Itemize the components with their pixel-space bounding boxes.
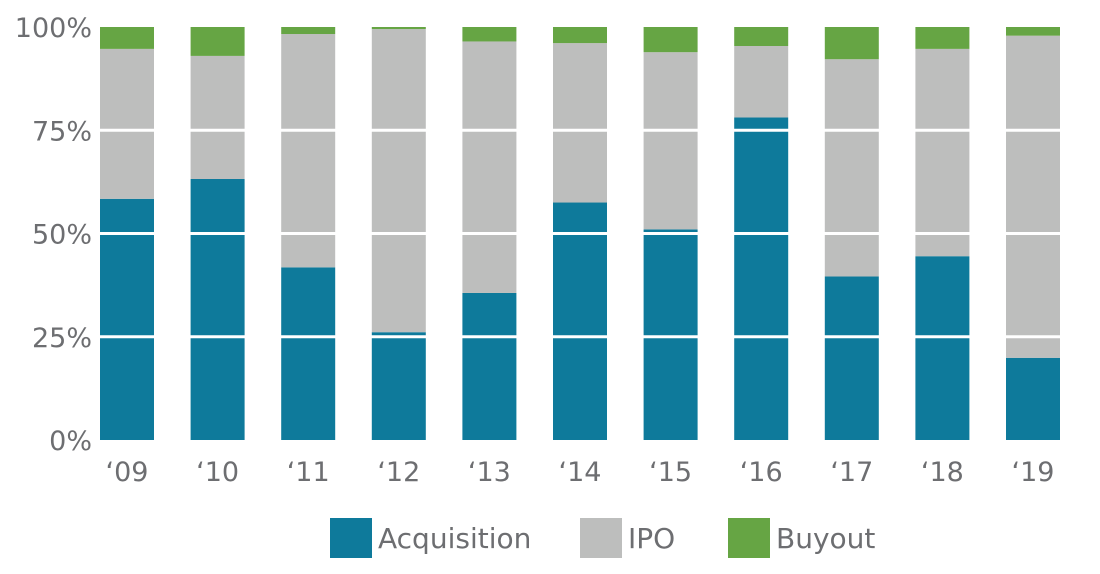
- gridlines-layer: [96, 128, 1060, 339]
- bar-segment-ipo-10: [1006, 35, 1060, 358]
- bar-segment-buyout-4: [462, 27, 517, 42]
- x-tick-label: ‘18: [921, 457, 964, 488]
- bar-segment-acquisition-3: [371, 332, 426, 440]
- legend-label-ipo: IPO: [628, 522, 675, 555]
- x-tick-label: ‘15: [649, 457, 692, 488]
- bar-segment-buyout-7: [734, 27, 789, 46]
- bar-segment-buyout-3: [371, 27, 426, 30]
- bar-segment-acquisition-7: [734, 117, 789, 441]
- bar-segment-buyout-9: [915, 27, 970, 49]
- bar-segment-ipo-1: [190, 55, 245, 179]
- bar-segment-buyout-8: [824, 27, 879, 60]
- bar-segment-ipo-2: [281, 34, 336, 268]
- bar-segment-buyout-10: [1006, 27, 1060, 36]
- x-tick-label: ‘11: [287, 457, 330, 488]
- bar-segment-acquisition-6: [643, 229, 698, 440]
- x-tick-label: ‘13: [468, 457, 511, 488]
- y-tick-label: 25%: [32, 323, 92, 354]
- bar-segment-ipo-4: [462, 41, 517, 293]
- y-tick-label: 100%: [15, 13, 92, 44]
- bar-segment-buyout-1: [190, 27, 245, 56]
- y-tick-label: 50%: [32, 220, 92, 251]
- bar-segment-acquisition-4: [462, 292, 517, 440]
- legend-swatch-acquisition: [330, 518, 372, 558]
- legend-label-buyout: Buyout: [776, 522, 875, 555]
- bar-segment-ipo-0: [100, 48, 154, 199]
- x-tick-label: ‘19: [1012, 457, 1055, 488]
- bar-segment-acquisition-0: [100, 198, 154, 440]
- bar-segment-acquisition-9: [915, 256, 970, 440]
- legend-swatch-buyout: [728, 518, 770, 558]
- bar-segment-acquisition-2: [281, 267, 336, 440]
- y-axis-ticks: 0% 25% 50% 75% 100%: [15, 13, 92, 457]
- y-tick-label: 75%: [32, 116, 92, 147]
- bar-segment-ipo-9: [915, 48, 970, 257]
- legend: Acquisition IPO Buyout: [330, 518, 875, 558]
- x-tick-label: ‘17: [830, 457, 873, 488]
- bars-layer: [100, 27, 1060, 441]
- x-tick-label: ‘10: [196, 457, 239, 488]
- bar-segment-ipo-6: [643, 52, 698, 230]
- bar-segment-ipo-3: [371, 29, 426, 333]
- x-axis-ticks: ‘09 ‘10 ‘11 ‘12 ‘13 ‘14 ‘15 ‘16 ‘17 ‘18 ‘19: [106, 457, 1055, 488]
- x-tick-label: ‘09: [106, 457, 149, 488]
- bar-segment-ipo-8: [824, 59, 879, 277]
- x-tick-label: ‘16: [740, 457, 783, 488]
- legend-swatch-ipo: [580, 518, 622, 558]
- bar-segment-buyout-6: [643, 27, 698, 53]
- bar-segment-ipo-7: [734, 45, 789, 118]
- bar-segment-acquisition-1: [190, 178, 245, 440]
- y-tick-label: 0%: [49, 426, 92, 457]
- legend-label-acquisition: Acquisition: [378, 522, 531, 555]
- x-tick-label: ‘14: [559, 457, 602, 488]
- bar-segment-acquisition-8: [824, 276, 879, 440]
- bar-segment-ipo-5: [553, 43, 607, 203]
- bar-segment-buyout-5: [553, 27, 607, 44]
- bar-segment-acquisition-10: [1006, 357, 1060, 440]
- x-tick-label: ‘12: [377, 457, 420, 488]
- bar-segment-acquisition-5: [553, 202, 607, 440]
- bar-segment-buyout-2: [281, 27, 336, 35]
- bar-segment-buyout-0: [100, 27, 154, 49]
